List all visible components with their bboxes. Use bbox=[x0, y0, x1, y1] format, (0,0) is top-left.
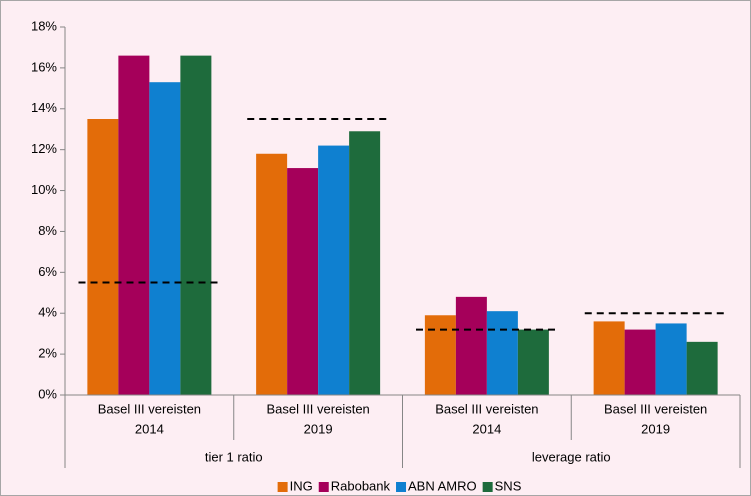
legend-label: ABN AMRO bbox=[408, 478, 477, 493]
legend-label: Rabobank bbox=[331, 478, 391, 493]
x-tick-label: Basel III vereisten bbox=[266, 401, 369, 416]
bar bbox=[517, 329, 549, 395]
x-tick-label: 2014 bbox=[135, 421, 164, 436]
x-tick-label: Basel III vereisten bbox=[604, 401, 707, 416]
bar bbox=[624, 329, 656, 395]
x-tick-label: 2019 bbox=[304, 421, 333, 436]
y-tick-label: 18% bbox=[31, 18, 57, 33]
legend-label: ING bbox=[290, 478, 313, 493]
bar bbox=[87, 119, 119, 395]
legend-swatch bbox=[482, 482, 493, 492]
y-tick-label: 4% bbox=[38, 305, 57, 320]
bar bbox=[593, 321, 625, 395]
group-label: leverage ratio bbox=[532, 449, 611, 464]
y-tick-label: 6% bbox=[38, 264, 57, 279]
legend-label: SNS bbox=[495, 478, 522, 493]
legend-swatch bbox=[277, 482, 288, 492]
x-tick-label: Basel III vereisten bbox=[98, 401, 201, 416]
bar bbox=[655, 323, 687, 395]
group-label: tier 1 ratio bbox=[205, 449, 263, 464]
y-tick-label: 10% bbox=[31, 182, 57, 197]
legend-swatch bbox=[396, 482, 407, 492]
bar bbox=[149, 82, 181, 395]
x-tick-label: 2019 bbox=[641, 421, 670, 436]
y-tick-label: 14% bbox=[31, 100, 57, 115]
bar bbox=[180, 55, 212, 395]
y-tick-label: 0% bbox=[38, 386, 57, 401]
x-tick-label: Basel III vereisten bbox=[435, 401, 538, 416]
bar bbox=[455, 296, 487, 395]
bar bbox=[424, 315, 456, 395]
y-tick-label: 16% bbox=[31, 59, 57, 74]
y-tick-label: 2% bbox=[38, 346, 57, 361]
bar bbox=[256, 153, 288, 395]
y-tick-label: 8% bbox=[38, 223, 57, 238]
bar bbox=[686, 341, 718, 395]
bar bbox=[287, 168, 319, 395]
bar bbox=[486, 311, 518, 395]
bar bbox=[318, 145, 350, 395]
legend-swatch bbox=[318, 482, 329, 492]
y-tick-label: 12% bbox=[31, 141, 57, 156]
bar bbox=[118, 55, 150, 395]
x-tick-label: 2014 bbox=[472, 421, 501, 436]
bar bbox=[349, 131, 381, 395]
